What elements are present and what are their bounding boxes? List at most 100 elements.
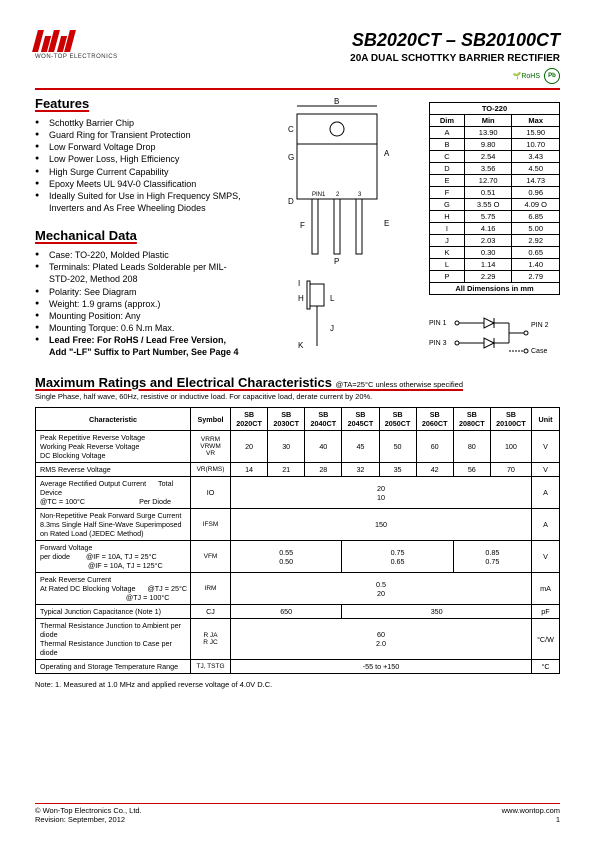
table-row: Non-Repetitive Peak Forward Surge Curren…	[36, 509, 560, 541]
svg-text:K: K	[298, 341, 304, 350]
logo-bars-icon	[35, 30, 73, 52]
dim-row: F0.510.96	[430, 187, 560, 199]
dimensions-table: TO-220 Dim Min Max A13.9015.90 B9.8010.7…	[429, 102, 560, 295]
dim-row: A13.9015.90	[430, 127, 560, 139]
header-rule	[35, 88, 560, 90]
page-header: WON-TOP ELECTRONICS SB2020CT – SB20100CT…	[35, 30, 560, 84]
col-characteristic: Characteristic	[36, 408, 191, 431]
col-unit: Unit	[532, 408, 560, 431]
pin1-label: PIN 1	[429, 320, 447, 327]
svg-text:PIN 2: PIN 2	[531, 322, 549, 329]
svg-text:B: B	[334, 97, 339, 106]
svg-text:Case: Case	[531, 348, 547, 355]
mech-item: Terminals: Plated Leads Solderable per M…	[35, 261, 245, 285]
table-row: Thermal Resistance Junction to Ambient p…	[36, 619, 560, 660]
company-logo	[35, 30, 73, 52]
feature-item: Low Forward Voltage Drop	[35, 141, 245, 153]
svg-text:PIN1: PIN1	[312, 192, 326, 198]
dim-row: C2.543.43	[430, 151, 560, 163]
table-row: Operating and Storage Temperature Range …	[36, 660, 560, 674]
dim-row: P2.292.79	[430, 271, 560, 283]
footer-rule	[35, 803, 560, 804]
logo-block: WON-TOP ELECTRONICS	[35, 30, 118, 60]
table-row: Typical Junction Capacitance (Note 1) CJ…	[36, 605, 560, 619]
svg-text:H: H	[298, 294, 304, 303]
features-list: Schottky Barrier Chip Guard Ring for Tra…	[35, 117, 245, 214]
package-diagram-column: PIN1 2 3 B C G A D E F P I H L J K	[257, 96, 417, 365]
features-heading: Features	[35, 96, 245, 111]
mech-item: Polarity: See Diagram	[35, 286, 245, 298]
pb-free-icon: Pb	[544, 68, 560, 84]
feature-item: Schottky Barrier Chip	[35, 117, 245, 129]
dim-header: Dim	[430, 115, 465, 127]
svg-text:G: G	[288, 153, 294, 162]
footer-right: www.wontop.com 1	[502, 806, 560, 824]
svg-text:E: E	[384, 219, 389, 228]
dim-table-title: TO-220	[430, 103, 560, 115]
top-section: Features Schottky Barrier Chip Guard Rin…	[35, 96, 560, 365]
col-part: SB 2040CT	[305, 408, 342, 431]
schematic-icon: PIN 1 PIN 3 PIN 2 Case	[429, 313, 559, 363]
dimensions-column: TO-220 Dim Min Max A13.9015.90 B9.8010.7…	[429, 96, 560, 365]
col-part: SB 2060CT	[416, 408, 453, 431]
svg-text:D: D	[288, 197, 294, 206]
svg-text:F: F	[300, 221, 305, 230]
max-ratings-note: Single Phase, half wave, 60Hz, resistive…	[35, 392, 560, 401]
col-part: SB 20100CT	[490, 408, 531, 431]
package-outline-icon: PIN1 2 3 B C G A D E F P I H L J K	[262, 96, 412, 356]
mech-item: Weight: 1.9 grams (approx.)	[35, 298, 245, 310]
feature-item: Guard Ring for Transient Protection	[35, 129, 245, 141]
max-ratings-heading: Maximum Ratings and Electrical Character…	[35, 375, 560, 390]
rohs-icon: 🌱RoHS	[513, 68, 540, 84]
company-name: WON-TOP ELECTRONICS	[35, 54, 118, 60]
svg-text:2: 2	[336, 192, 340, 198]
max-ratings-condition: @TA=25°C unless otherwise specified	[336, 380, 463, 389]
mechanical-list: Case: TO-220, Molded Plastic Terminals: …	[35, 249, 245, 358]
col-part: SB 2045CT	[342, 408, 379, 431]
dim-row: H5.756.85	[430, 211, 560, 223]
feature-item: Ideally Suited for Use in High Frequency…	[35, 190, 245, 214]
svg-text:A: A	[384, 149, 390, 158]
table-row: RMS Reverse Voltage VR(RMS) 1421 2832 35…	[36, 463, 560, 477]
feature-item: High Surge Current Capability	[35, 166, 245, 178]
col-part: SB 2030CT	[268, 408, 305, 431]
col-part: SB 2020CT	[231, 408, 268, 431]
title-block: SB2020CT – SB20100CT 20A DUAL SCHOTTKY B…	[350, 30, 560, 84]
dim-row: E12.7014.73	[430, 175, 560, 187]
dim-footer: All Dimensions in mm	[430, 283, 560, 295]
svg-text:I: I	[298, 279, 300, 288]
mechanical-block: Mechanical Data Case: TO-220, Molded Pla…	[35, 228, 245, 358]
dim-row: B9.8010.70	[430, 139, 560, 151]
compliance-badges: 🌱RoHS Pb	[350, 68, 560, 84]
pin3-label: PIN 3	[429, 340, 447, 347]
mech-item: Mounting Position: Any	[35, 310, 245, 322]
page-footer: © Won-Top Electronics Co., Ltd. Revision…	[35, 803, 560, 824]
dim-header: Max	[512, 115, 560, 127]
footer-left: © Won-Top Electronics Co., Ltd. Revision…	[35, 806, 142, 824]
characteristics-table: Characteristic Symbol SB 2020CT SB 2030C…	[35, 407, 560, 674]
feature-item: Low Power Loss, High Efficiency	[35, 153, 245, 165]
mech-item: Lead Free: For RoHS / Lead Free Version,…	[35, 334, 245, 358]
table-row: Peak Reverse Current At Rated DC Blockin…	[36, 573, 560, 605]
table-row: Average Rectified Output Current Total D…	[36, 477, 560, 509]
svg-text:P: P	[334, 257, 339, 266]
mech-item: Case: TO-220, Molded Plastic	[35, 249, 245, 261]
dim-row: D3.564.50	[430, 163, 560, 175]
mechanical-heading: Mechanical Data	[35, 228, 245, 243]
col-part: SB 2080CT	[453, 408, 490, 431]
dim-row: K0.300.65	[430, 247, 560, 259]
dim-row: I4.165.00	[430, 223, 560, 235]
part-number-title: SB2020CT – SB20100CT	[350, 30, 560, 51]
dim-row: L1.141.40	[430, 259, 560, 271]
table-row: Peak Repetitive Reverse Voltage Working …	[36, 431, 560, 463]
dim-row: G3.55 O4.09 O	[430, 199, 560, 211]
table-footnote: Note: 1. Measured at 1.0 MHz and applied…	[35, 680, 560, 689]
svg-text:3: 3	[358, 192, 362, 198]
col-part: SB 2050CT	[379, 408, 416, 431]
feature-item: Epoxy Meets UL 94V-0 Classification	[35, 178, 245, 190]
table-row: Forward Voltage per diode @IF = 10A, TJ …	[36, 541, 560, 573]
svg-text:C: C	[288, 125, 294, 134]
part-subtitle: 20A DUAL SCHOTTKY BARRIER RECTIFIER	[350, 53, 560, 64]
left-column: Features Schottky Barrier Chip Guard Rin…	[35, 96, 245, 365]
col-symbol: Symbol	[191, 408, 231, 431]
